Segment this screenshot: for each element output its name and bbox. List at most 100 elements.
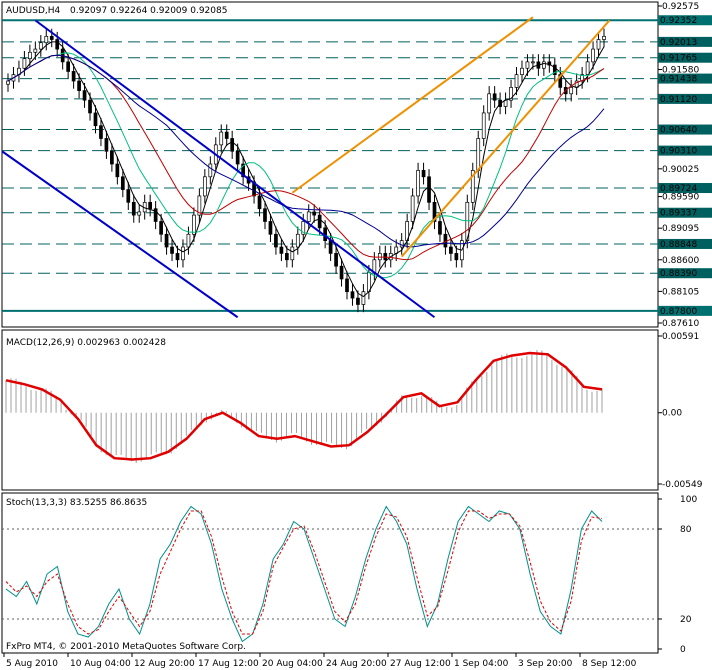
candle-body	[301, 221, 306, 235]
candle-body	[49, 35, 54, 40]
price-tick-label: 0.87800	[660, 307, 697, 317]
candle-body	[432, 201, 437, 222]
ohlc-header: 0.92097 0.92264 0.92009 0.92085	[70, 6, 227, 16]
candle-body	[383, 253, 388, 261]
candle-body	[126, 189, 131, 203]
time-tick-label: 24 Aug 20:00	[326, 659, 387, 669]
candle-body	[93, 112, 98, 127]
time-tick-label: 8 Sep 12:00	[582, 659, 637, 669]
candle-body	[99, 125, 103, 139]
time-tick-label: 1 Sep 04:00	[454, 659, 509, 669]
candle-body	[263, 208, 267, 222]
ma-fast-line	[7, 41, 605, 298]
candle-body	[192, 214, 196, 235]
candle-body	[164, 233, 169, 248]
candle-body	[449, 246, 453, 254]
candle-body	[295, 233, 300, 248]
price-label-bg	[658, 93, 712, 104]
candle-body	[492, 93, 497, 101]
price-tick-label: 0.90025	[662, 165, 699, 175]
candle-body	[596, 39, 601, 50]
candle-body	[88, 99, 92, 114]
candle-body	[55, 39, 60, 50]
candle-body	[487, 93, 492, 114]
candle-body	[438, 221, 442, 235]
price-tick-label: 0.88848	[660, 240, 697, 250]
stoch-frame	[1, 492, 659, 654]
time-axis: 5 Aug 2010 10 Aug 04:00 12 Aug 20:00 17 Aug…	[3, 653, 637, 669]
candle-body	[290, 246, 295, 261]
candle-body	[350, 291, 355, 299]
candle-body	[252, 182, 256, 197]
candle-body	[569, 87, 574, 95]
candle-body	[71, 71, 76, 82]
price-tick-label: 0.90640	[660, 126, 697, 136]
candle-body	[356, 297, 360, 305]
candle-body	[235, 150, 240, 165]
candle-body	[268, 221, 273, 235]
price-tick-label: 0.89724	[660, 184, 697, 194]
candle-body	[465, 201, 470, 241]
candle-body	[274, 233, 278, 248]
candle-body	[585, 61, 590, 75]
price-label-bg	[658, 124, 712, 135]
candle-body	[427, 176, 431, 203]
candle-body	[285, 253, 289, 261]
price-tick-label: 0.89095	[662, 224, 699, 234]
stoch-tick-label: 100	[680, 495, 697, 505]
copyright-text: FxPro MT4, © 2001-2010 MetaQuotes Softwa…	[6, 642, 246, 652]
price-tick-label: 0.88390	[660, 269, 697, 279]
candle-body	[6, 80, 10, 85]
stoch-signal-line	[5, 510, 603, 635]
candle-body	[312, 211, 317, 216]
price-label-bg	[658, 73, 712, 84]
channel-down-upper	[34, 19, 436, 319]
candle-body	[77, 80, 81, 91]
candle-body	[454, 253, 459, 261]
candle-body	[514, 74, 519, 88]
price-tick-label: 0.91580	[662, 66, 699, 76]
macd-tick-label: -0.00549	[662, 480, 703, 490]
time-tick-label: 5 Aug 2010	[6, 659, 58, 669]
candle-body	[443, 233, 448, 248]
stochastic-panel: 100 80 20 0	[1, 492, 697, 655]
candle-body	[82, 90, 87, 101]
candle-body	[131, 201, 136, 216]
candle-body	[558, 74, 563, 88]
stoch-tick-label: 0	[680, 645, 686, 655]
candle-body	[104, 138, 109, 152]
price-label-bg	[658, 238, 712, 249]
price-label-bg	[658, 15, 712, 26]
stoch-tick-label: 20	[680, 615, 692, 625]
candle-body	[345, 278, 349, 293]
candle-body	[591, 48, 595, 63]
candle-body	[22, 58, 27, 69]
candle-body	[509, 87, 513, 101]
time-tick-label: 27 Aug 12:00	[390, 659, 451, 669]
candle-body	[44, 35, 49, 44]
candle-body	[208, 163, 213, 178]
price-label-bg	[658, 183, 712, 194]
candle-body	[602, 35, 606, 40]
candle-body	[153, 208, 158, 222]
price-label-bg	[658, 36, 712, 47]
candle-body	[33, 48, 38, 53]
candle-body	[547, 61, 552, 66]
price-tick-label: 0.92352	[660, 16, 697, 26]
price-tick-label: 0.92575	[662, 2, 699, 12]
candle-body	[181, 246, 185, 261]
candle-body	[306, 211, 311, 222]
price-tick-label: 0.91765	[660, 54, 697, 64]
price-tick-label: 0.88600	[662, 256, 699, 266]
candle-body	[159, 221, 163, 235]
channel-up-lower	[400, 19, 611, 258]
candle-body	[367, 272, 371, 293]
candle-body	[542, 61, 546, 69]
candle-body	[525, 61, 530, 69]
candle-body	[38, 42, 43, 50]
time-tick-label: 12 Aug 20:00	[134, 659, 195, 669]
candle-body	[339, 265, 344, 280]
price-tick-label: 0.90310	[660, 147, 697, 157]
candle-body	[224, 131, 229, 139]
